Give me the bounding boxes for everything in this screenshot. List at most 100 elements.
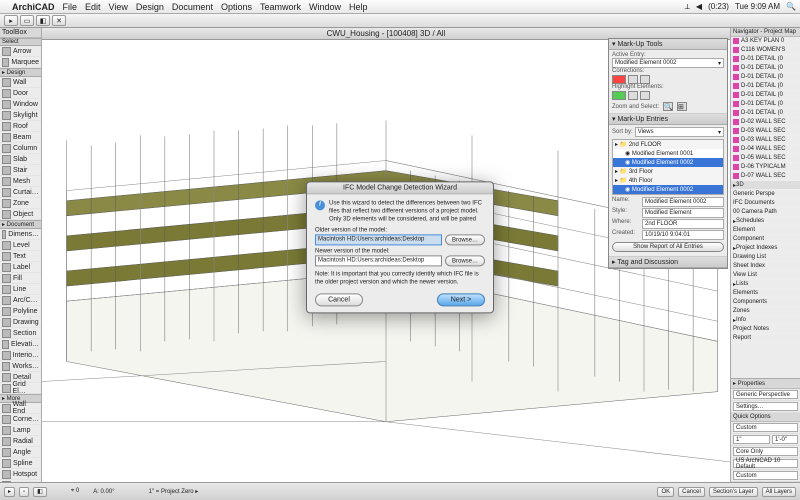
nav-info-notes[interactable]: Project Notes — [731, 325, 800, 334]
tool-label[interactable]: Label — [0, 262, 41, 273]
correction-swatch-red[interactable] — [612, 75, 626, 84]
newer-version-input[interactable]: Macintosh HD:Users:archideas:Desktop — [315, 256, 442, 267]
tool-beam[interactable]: Beam — [0, 132, 41, 143]
nav-idx-sheet[interactable]: Sheet Index — [731, 262, 800, 271]
tool-wall end[interactable]: Wall End — [0, 403, 41, 414]
settings-button[interactable]: Settings… — [733, 402, 798, 411]
properties-title[interactable]: ▸ Properties — [731, 379, 800, 389]
tool-lamp[interactable]: Lamp — [0, 425, 41, 436]
browse-older-button[interactable]: Browse… — [445, 235, 485, 246]
nav-item[interactable]: D-02 WALL SEC — [731, 118, 800, 127]
nav-sched-component[interactable]: Component — [731, 235, 800, 244]
nav-list-elements[interactable]: Elements — [731, 289, 800, 298]
spotlight-icon[interactable]: 🔍 — [786, 2, 796, 11]
markup-entry[interactable]: ◉ Modified Element 0002 — [613, 185, 723, 194]
next-button[interactable]: Next > — [437, 293, 485, 306]
style-select[interactable]: Modified Element — [642, 208, 724, 218]
floor-group[interactable]: ▸ 📁 3rd Floor — [613, 167, 723, 176]
highlight-swatch-2[interactable] — [628, 91, 638, 100]
nav-item[interactable]: D-01 DETAIL (0 — [731, 55, 800, 64]
nav-item[interactable]: D-04 WALL SEC — [731, 145, 800, 154]
nav-item[interactable]: D-01 DETAIL (0 — [731, 91, 800, 100]
tag-discussion-title[interactable]: ▸ Tag and Discussion — [609, 257, 727, 268]
tool-text[interactable]: Text — [0, 251, 41, 262]
nav-idx-view[interactable]: View List — [731, 271, 800, 280]
nav-item[interactable]: D-01 DETAIL (0 — [731, 64, 800, 73]
menu-file[interactable]: File — [63, 2, 78, 12]
menu-view[interactable]: View — [109, 2, 128, 12]
active-entry-select[interactable]: Modified Element 0002▾ — [612, 58, 724, 68]
menu-help[interactable]: Help — [349, 2, 368, 12]
nav-indexes[interactable]: ▸ Project Indexes — [731, 244, 800, 253]
tool-skylight[interactable]: Skylight — [0, 110, 41, 121]
nav-list-components[interactable]: Components — [731, 298, 800, 307]
tool-cursor[interactable]: ▸ — [4, 15, 18, 26]
nav-item[interactable]: D-01 DETAIL (0 — [731, 73, 800, 82]
older-version-input[interactable]: Macintosh HD:Users:archideas:Desktop — [315, 235, 442, 246]
sb-layers-2[interactable]: All Layers — [762, 487, 796, 497]
tool-angle[interactable]: Angle — [0, 447, 41, 458]
tool-2[interactable]: ▭ — [20, 15, 34, 26]
select-icon[interactable]: ⊞ — [677, 102, 687, 111]
name-field[interactable]: Modified Element 0002 — [642, 197, 724, 207]
menu-window[interactable]: Window — [309, 2, 341, 12]
nav-generic-persp[interactable]: Generic Perspe — [731, 190, 800, 199]
tool-grid el…[interactable]: Grid El… — [0, 383, 41, 394]
nav-schedules[interactable]: ▸ Schedules — [731, 217, 800, 226]
tool-arrow[interactable]: Arrow — [0, 46, 41, 57]
tool-door[interactable]: Door — [0, 88, 41, 99]
tool-works…[interactable]: Works… — [0, 361, 41, 372]
nav-item[interactable]: D-03 WALL SEC — [731, 127, 800, 136]
cancel-button[interactable]: Cancel — [315, 293, 363, 306]
sb-tool-3[interactable]: ◧ — [33, 487, 47, 497]
tool-drawing[interactable]: Drawing — [0, 317, 41, 328]
nav-list-zones[interactable]: Zones — [731, 307, 800, 316]
tool-interio…[interactable]: Interio… — [0, 350, 41, 361]
zoom-icon[interactable]: 🔍 — [663, 102, 673, 111]
tool-marquee[interactable]: Marquee — [0, 57, 41, 68]
tool-hotspot[interactable]: Hotspot — [0, 469, 41, 480]
tool-window[interactable]: Window — [0, 99, 41, 110]
nav-info[interactable]: ▸ Info — [731, 316, 800, 325]
nav-item[interactable]: D-07 WALL SEC — [731, 172, 800, 181]
nav-section-3d[interactable]: ▸ 3D — [731, 181, 800, 190]
tool-line[interactable]: Line — [0, 284, 41, 295]
menu-edit[interactable]: Edit — [85, 2, 101, 12]
props-row[interactable]: 1"1'-0" — [731, 434, 800, 446]
props-row[interactable]: Custom — [731, 422, 800, 434]
toolbox-section-select[interactable]: Select — [0, 38, 41, 46]
nav-item[interactable]: C116 WOMEN'S — [731, 46, 800, 55]
floor-group[interactable]: ▸ 📁 4th Floor — [613, 176, 723, 185]
sb-layers-1[interactable]: Section's Layer — [709, 487, 758, 497]
sb-ok-button[interactable]: OK — [657, 487, 674, 497]
tool-wall[interactable]: Wall — [0, 77, 41, 88]
nav-item[interactable]: D-01 DETAIL (0 — [731, 109, 800, 118]
nav-item[interactable]: D-01 DETAIL (0 — [731, 100, 800, 109]
nav-idx-drawing[interactable]: Drawing List — [731, 253, 800, 262]
nav-item[interactable]: A3 KEY PLAN 0 — [731, 37, 800, 46]
highlight-swatch-green[interactable] — [612, 91, 626, 100]
markup-entry[interactable]: ◉ Modified Element 0001 — [613, 149, 723, 158]
nav-camera-path[interactable]: 00 Camera Path — [731, 208, 800, 217]
tool-level[interactable]: Level — [0, 240, 41, 251]
nav-item[interactable]: D-06 TYPICALM — [731, 163, 800, 172]
app-name[interactable]: ArchiCAD — [12, 2, 55, 12]
sortby-select[interactable]: Views▾ — [635, 127, 724, 137]
tool-arc/c…[interactable]: Arc/C… — [0, 295, 41, 306]
tool-curtai…[interactable]: Curtai… — [0, 187, 41, 198]
tool-slab[interactable]: Slab — [0, 154, 41, 165]
tool-4[interactable]: ✕ — [52, 15, 66, 26]
markup-title[interactable]: ▾ Mark-Up Tools — [609, 39, 727, 50]
tool-mesh[interactable]: Mesh — [0, 176, 41, 187]
tool-corne…[interactable]: Corne… — [0, 414, 41, 425]
markup-entries-title[interactable]: ▾ Mark-Up Entries — [609, 114, 727, 125]
tool-elevati…[interactable]: Elevati… — [0, 339, 41, 350]
tool-object[interactable]: Object — [0, 209, 41, 220]
correction-swatch-3[interactable] — [640, 75, 650, 84]
floor-group[interactable]: ▸ 📁 2nd FLOOR — [613, 140, 723, 149]
props-row[interactable]: Core Only — [731, 446, 800, 458]
sb-tool-1[interactable]: ▸ — [4, 487, 15, 497]
tool-dimens…[interactable]: Dimens… — [0, 229, 41, 240]
nav-item[interactable]: D-03 WALL SEC — [731, 136, 800, 145]
highlight-swatch-3[interactable] — [640, 91, 650, 100]
